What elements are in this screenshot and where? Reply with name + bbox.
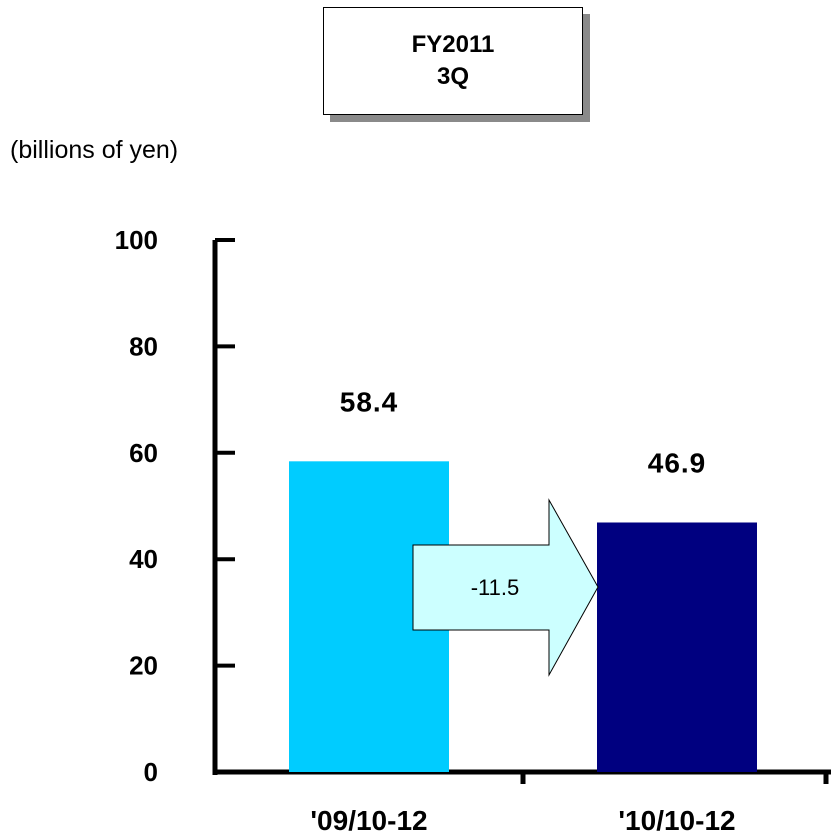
y-tick-label: 100 [115, 225, 158, 255]
x-category-label: '09/10-12 [310, 805, 427, 836]
bar-value-label: 46.9 [648, 447, 707, 478]
y-tick-label: 40 [129, 544, 158, 574]
difference-arrow-group: -11.5 [412, 498, 599, 677]
difference-label: -11.5 [471, 575, 520, 600]
chart-title-line-1: FY2011 [411, 31, 495, 58]
y-tick-label: 80 [129, 331, 158, 361]
chart-title-box: FY2011 3Q [323, 7, 583, 115]
x-category-label: '10/10-12 [618, 805, 735, 836]
difference-arrow [412, 498, 599, 677]
chart-title-line-2: 3Q [436, 63, 469, 90]
bar-value-label: 58.4 [340, 386, 399, 417]
y-tick-label: 20 [129, 651, 158, 681]
y-axis-ticks: 0 20 40 60 80 100 [115, 225, 235, 787]
y-tick-label: 60 [129, 438, 158, 468]
bar [597, 522, 757, 772]
chart-labels: 58.4 '09/10-12 46.9 '10/10-12 [310, 386, 735, 836]
unit-label: (billions of yen) [10, 136, 179, 164]
y-tick-label: 0 [144, 757, 158, 787]
